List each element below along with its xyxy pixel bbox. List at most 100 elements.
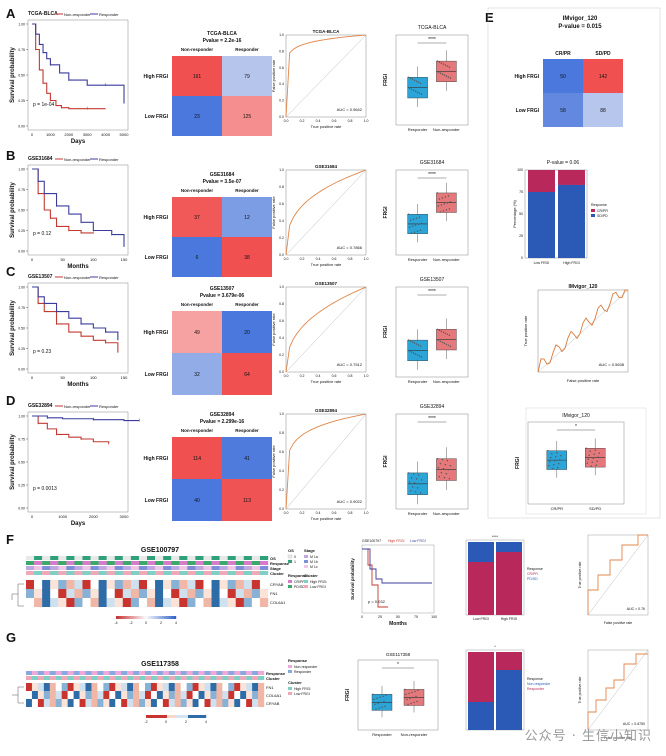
g-heatmap-cell: [121, 683, 128, 691]
f-anno-stage: [203, 566, 212, 570]
box-point: [438, 61, 441, 63]
g-colorbar-segment: [158, 715, 160, 718]
roc-xtick: 0.8: [348, 374, 353, 378]
f-anno-os: [34, 556, 43, 560]
g-colorbar-segment: [177, 715, 179, 718]
f-anno-os: [90, 556, 99, 560]
g-anno-response: [150, 671, 158, 675]
g-heatmap-cell: [91, 683, 98, 691]
f-heatmap-cell: [66, 598, 75, 607]
roc-ytick: 0.6: [279, 202, 284, 206]
heatmap-cell: [222, 353, 272, 395]
box-point: [381, 706, 383, 708]
heatmap-pvalue: Pvalue = 3.5e-07: [203, 179, 242, 185]
km-xlabel: Days: [71, 139, 86, 145]
g-heatmap-cell: [55, 683, 62, 691]
box-point: [420, 356, 423, 358]
km-ytick-label: 0.00: [18, 125, 25, 129]
box-point: [374, 703, 376, 705]
box-point: [595, 464, 597, 466]
g-heatmap-cell: [103, 691, 110, 699]
roc-frame: [285, 286, 367, 373]
f-legend-swatch: [304, 560, 308, 563]
g-heatmap-cell: [240, 691, 247, 699]
g-anno-cluster: [115, 676, 122, 680]
box-point: [414, 690, 416, 693]
e-heatmap-cell: [543, 59, 583, 93]
g-heatmap-cell: [186, 683, 193, 691]
heatmap-dataset-title: GSE32894: [210, 412, 235, 418]
f-heatmap-cell: [74, 589, 83, 598]
g-anno-response: [246, 671, 253, 675]
g-heatmap-cell: [67, 683, 74, 691]
g-colorbar-segment: [174, 715, 176, 718]
e-pvalue: P-value = 0.015: [558, 24, 602, 30]
f-heatmap-cell: [34, 580, 43, 589]
f-colorbar-segment: [159, 616, 161, 619]
box-point: [436, 457, 439, 460]
g-heatmap-cell: [109, 683, 116, 691]
g-anno-cluster: [61, 676, 68, 680]
f-heatmap-cell: [26, 598, 35, 607]
g-colorbar-segment: [189, 715, 191, 718]
box-point: [417, 474, 420, 476]
g-colorbar-segment: [200, 715, 202, 718]
g-heatmap-cell: [240, 683, 247, 691]
box-ylabel: FRGI: [383, 206, 389, 219]
g-heatmap-cell: [115, 683, 122, 691]
g-roc-diagonal: [587, 649, 649, 731]
roc-ytick: 0.2: [279, 99, 284, 103]
heatmap-cell-value: 114: [193, 456, 201, 462]
g-heatmap-cell: [26, 683, 33, 691]
box-point: [436, 60, 439, 62]
f-anno-os: [66, 556, 75, 560]
f-heatmap-cell: [98, 598, 107, 607]
g-anno-response: [31, 671, 39, 675]
f-heatmap-cell: [34, 598, 43, 607]
box-title: TCGA-BLCA: [418, 25, 447, 31]
f-heatmap-cell: [66, 589, 75, 598]
box-point: [417, 344, 420, 346]
g-bar-legend-item: Responder: [527, 687, 545, 691]
f-heatmap-title: GSE100797: [140, 547, 180, 554]
roc-ytick: 0.4: [279, 82, 284, 86]
box-group-label: Non-responder: [401, 732, 428, 737]
km-ytick-label: 0.25: [18, 99, 25, 103]
g-heatmap-cell: [252, 699, 259, 707]
km-xtick-label: 150: [121, 257, 128, 262]
f-heatmap-cell: [26, 589, 35, 598]
roc-curve: [285, 413, 367, 510]
heatmap-cell-value: 6: [196, 255, 199, 261]
km-curve-responder: [32, 23, 125, 104]
g-heatmap-cell: [31, 691, 39, 699]
box-point: [415, 217, 418, 219]
f-anno-cluster: [227, 571, 236, 575]
box-point: [589, 450, 591, 452]
f-anno-stage: [179, 566, 188, 570]
f-anno-stage: [50, 566, 59, 570]
f-legend-swatch: [287, 559, 293, 564]
g-anno-response: [85, 671, 92, 675]
g-heatmap-cell: [228, 683, 235, 691]
box-significance: *: [575, 424, 577, 430]
g-colorbar-segment: [194, 715, 196, 718]
g-heatmap-cell: [246, 683, 253, 691]
f-heatmap-cell: [195, 580, 204, 589]
box-point: [436, 192, 439, 194]
roc-ytick: 0.2: [279, 236, 284, 240]
f-km-curve-low: [362, 548, 432, 584]
g-colorbar-segment: [190, 715, 192, 718]
f-heatmap-cell: [50, 580, 59, 589]
box-frame: [395, 413, 469, 510]
box-point: [439, 462, 442, 465]
panel-label-g: G: [6, 630, 17, 645]
g-heatmap-cell: [258, 699, 265, 707]
g-colorbar-segment: [155, 715, 157, 718]
panel-label-e: E: [485, 10, 494, 25]
e-bar-ylabel: Percentage (%): [512, 199, 517, 227]
g-colorbar-segment: [202, 715, 204, 718]
g-heatmap-cell: [210, 699, 217, 707]
f-colorbar-segment: [130, 616, 132, 619]
box-point: [444, 463, 447, 466]
g-heatmap-cell: [79, 691, 86, 699]
